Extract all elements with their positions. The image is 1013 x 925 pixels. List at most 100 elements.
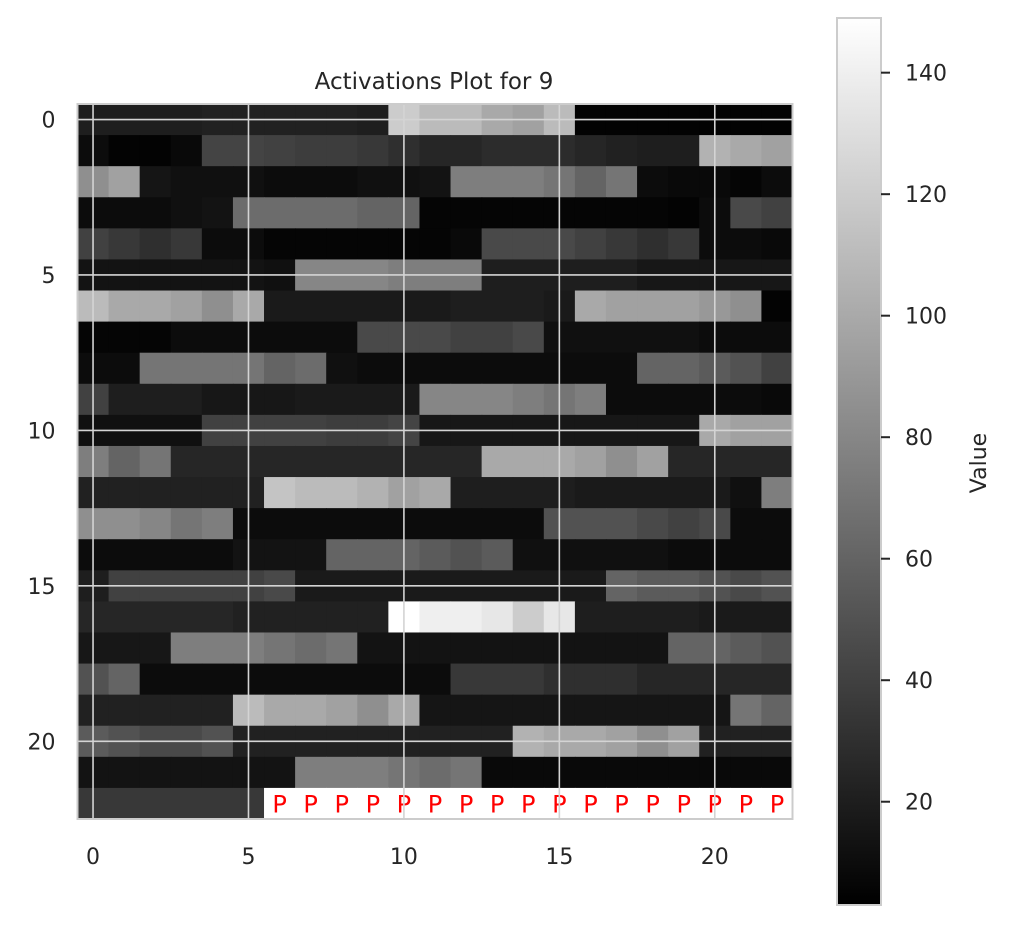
heatmap-cell bbox=[637, 663, 669, 696]
colorbar-tick-label: 100 bbox=[905, 305, 947, 330]
heatmap-cell bbox=[481, 601, 514, 634]
y-tick-labels: 0 5 10 15 20 bbox=[28, 109, 56, 756]
heatmap-cell bbox=[605, 694, 638, 727]
heatmap-cell bbox=[419, 663, 452, 696]
heatmap-cell bbox=[357, 477, 389, 509]
pad-token-label: P bbox=[272, 790, 286, 818]
colorbar-ticks: 20 40 60 80 100 120 140 bbox=[881, 62, 947, 816]
heatmap-cell bbox=[139, 135, 172, 167]
heatmap-cell bbox=[450, 601, 483, 634]
y-tick-label: 15 bbox=[28, 575, 56, 600]
heatmap-cell bbox=[357, 601, 389, 634]
heatmap-cell bbox=[761, 228, 794, 261]
heatmap-cell bbox=[605, 135, 638, 167]
heatmap-cell bbox=[357, 290, 389, 323]
heatmap-cell bbox=[574, 663, 607, 696]
heatmap-cell bbox=[201, 352, 234, 385]
heatmap-cell bbox=[419, 508, 452, 540]
heatmap-cell bbox=[201, 756, 234, 789]
heatmap-cell bbox=[264, 539, 296, 571]
heatmap-cell bbox=[201, 135, 234, 167]
pad-token-label: P bbox=[739, 790, 753, 818]
heatmap-cell bbox=[295, 694, 327, 727]
heatmap-cell bbox=[761, 663, 794, 696]
pad-token-label: P bbox=[521, 790, 535, 818]
heatmap-cell bbox=[139, 632, 172, 665]
heatmap-cell bbox=[295, 445, 327, 478]
x-tick-label: 20 bbox=[701, 845, 729, 870]
heatmap-cell bbox=[730, 290, 763, 323]
heatmap-cell bbox=[264, 352, 296, 385]
heatmap-cell bbox=[295, 197, 327, 229]
heatmap-cell bbox=[761, 756, 794, 789]
heatmap-cell bbox=[326, 290, 358, 323]
heatmap-cell bbox=[139, 756, 172, 789]
heatmap-cell bbox=[574, 632, 607, 665]
heatmap-cell bbox=[419, 601, 452, 634]
x-tick-labels: 0 5 10 15 20 bbox=[86, 845, 729, 870]
heatmap-cell bbox=[730, 321, 763, 354]
heatmap-cell bbox=[357, 445, 389, 478]
heatmap-cell bbox=[170, 383, 203, 416]
heatmap-cell bbox=[450, 508, 483, 540]
heatmap-cell bbox=[512, 539, 545, 571]
heatmap-cell bbox=[139, 694, 172, 727]
heatmap-cell bbox=[170, 166, 203, 198]
heatmap-cell bbox=[668, 197, 700, 229]
heatmap-cell bbox=[295, 290, 327, 323]
heatmap-cell bbox=[357, 663, 389, 696]
heatmap-cell bbox=[730, 694, 763, 727]
heatmap-cell bbox=[450, 383, 483, 416]
heatmap-cell bbox=[201, 508, 234, 540]
heatmap-cell bbox=[481, 290, 514, 323]
heatmap-cell bbox=[512, 197, 545, 229]
heatmap-cell bbox=[139, 290, 172, 323]
heatmap-cell bbox=[730, 166, 763, 198]
pad-token-label: P bbox=[303, 790, 317, 818]
heatmap-cell bbox=[481, 539, 514, 571]
y-tick-label: 5 bbox=[42, 264, 56, 289]
heatmap-cell bbox=[295, 477, 327, 509]
heatmap-cell bbox=[419, 321, 452, 354]
heatmap-cell bbox=[419, 632, 452, 665]
heatmap-cell bbox=[574, 508, 607, 540]
heatmap-cell bbox=[108, 477, 141, 509]
heatmap-cell bbox=[295, 632, 327, 665]
heatmap-cell bbox=[108, 166, 141, 198]
heatmap-cell bbox=[730, 663, 763, 696]
heatmap-cell bbox=[139, 352, 172, 385]
heatmap-cell bbox=[357, 352, 389, 385]
heatmap-cell bbox=[139, 663, 172, 696]
heatmap-cell bbox=[605, 321, 638, 354]
heatmap-cell bbox=[170, 197, 203, 229]
heatmap-cell bbox=[450, 135, 483, 167]
heatmap-cell bbox=[668, 663, 700, 696]
heatmap-cell bbox=[170, 290, 203, 323]
heatmap-cell bbox=[450, 477, 483, 509]
heatmap-cell bbox=[668, 166, 700, 198]
x-tick-label: 15 bbox=[545, 845, 573, 870]
heatmap-cell bbox=[605, 197, 638, 229]
colorbar-tick-label: 140 bbox=[905, 62, 947, 87]
heatmap-cell bbox=[668, 539, 700, 571]
heatmap-cell bbox=[170, 321, 203, 354]
heatmap-cell bbox=[761, 477, 794, 509]
heatmap-cell bbox=[761, 321, 794, 354]
heatmap-cell bbox=[264, 166, 296, 198]
heatmap-cell bbox=[170, 445, 203, 478]
heatmap-cell bbox=[637, 445, 669, 478]
heatmap-cell bbox=[108, 321, 141, 354]
heatmap-cell bbox=[357, 166, 389, 198]
heatmap-cell bbox=[481, 383, 514, 416]
pad-cell bbox=[450, 787, 483, 820]
colorbar bbox=[836, 17, 882, 906]
heatmap-cell bbox=[201, 787, 234, 820]
heatmap-cell bbox=[139, 321, 172, 354]
heatmap-cell bbox=[419, 197, 452, 229]
heatmap-cell bbox=[512, 632, 545, 665]
heatmap-cell bbox=[357, 756, 389, 789]
heatmap-cell bbox=[481, 756, 514, 789]
heatmap-cell bbox=[668, 228, 700, 261]
heatmap-cell bbox=[605, 477, 638, 509]
heatmap-cell bbox=[574, 166, 607, 198]
